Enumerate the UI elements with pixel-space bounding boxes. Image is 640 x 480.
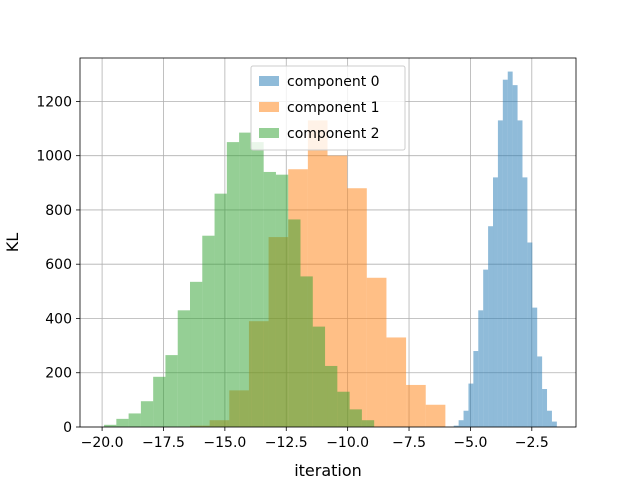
histogram-bar: [325, 365, 338, 427]
histogram-bar: [347, 188, 367, 427]
histogram-bar: [532, 307, 538, 427]
histogram-bar: [128, 413, 141, 427]
histogram-bar: [547, 410, 552, 427]
histogram-bar: [507, 71, 513, 428]
histogram-bar: [386, 337, 407, 427]
histogram-bar: [116, 418, 129, 427]
y-tick-label: 800: [45, 203, 72, 219]
legend-swatch: [259, 128, 279, 138]
legend-label: component 2: [287, 126, 380, 142]
histogram-bar: [493, 177, 498, 427]
histogram-bar: [458, 420, 464, 427]
histogram-bar: [488, 226, 494, 427]
histogram-bar: [349, 409, 362, 427]
histogram-bar: [551, 421, 557, 427]
histogram-bar: [327, 155, 348, 428]
histogram-bar: [190, 281, 203, 427]
histogram-bar: [512, 85, 518, 427]
x-tick-label: −5.0: [453, 435, 487, 451]
histogram-bar: [468, 383, 474, 427]
x-tick-label: −15.0: [203, 435, 246, 451]
histogram-bar: [300, 276, 313, 427]
y-tick-label: 1000: [36, 149, 72, 165]
histogram-bar: [517, 120, 523, 427]
histogram-bar: [453, 425, 459, 427]
histogram-bar: [177, 310, 191, 427]
legend-entry: component 2: [259, 126, 380, 142]
histogram-bar: [478, 310, 484, 427]
histogram-bar: [522, 177, 528, 427]
histogram-bar: [202, 235, 215, 427]
histogram-bar: [140, 401, 154, 427]
histogram-bar: [463, 410, 469, 427]
histogram-bar: [251, 142, 264, 427]
histogram-bar: [537, 356, 543, 427]
legend-label: component 1: [287, 100, 380, 116]
histogram-bar: [263, 171, 276, 427]
histogram-bar: [288, 219, 301, 427]
histogram-bar: [473, 351, 479, 427]
histogram-bar: [275, 174, 289, 427]
x-tick-label: −2.5: [515, 435, 549, 451]
axis-ticks: −20.0 −17.5 −15.0 −12.5 −10.0 −7.5 −5.0 −2.5 0 20…: [36, 94, 548, 451]
plot-frame: [79, 57, 577, 428]
legend-label: component 0: [287, 74, 380, 90]
legend-box: [250, 65, 406, 151]
histogram-bar: [527, 242, 533, 427]
histogram-bar: [337, 391, 350, 427]
histogram-bar: [239, 132, 252, 428]
histogram-bar: [366, 277, 387, 427]
x-axis-title: iteration: [294, 461, 362, 480]
x-tick-label: −17.5: [142, 435, 185, 451]
x-tick-label: −20.0: [81, 435, 124, 451]
y-tick-label: 400: [45, 311, 72, 327]
histogram-bar: [226, 142, 240, 427]
histogram-bar: [497, 120, 503, 427]
series-2-bars: [104, 132, 375, 428]
histogram-bar: [406, 384, 426, 427]
legend-swatch: [259, 76, 279, 86]
legend: component 0 component 1 component 2: [250, 65, 406, 151]
histogram-bar: [361, 420, 375, 427]
y-tick-label: 200: [45, 366, 72, 382]
histogram-bar: [165, 355, 178, 427]
histogram-bar: [425, 404, 446, 427]
histogram-bar: [542, 389, 548, 427]
histogram-bar: [312, 326, 326, 427]
y-tick-label: 600: [45, 257, 72, 273]
legend-entry: component 1: [259, 100, 380, 116]
x-tick-label: −10.0: [326, 435, 369, 451]
legend-entry: component 0: [259, 74, 380, 90]
histogram-bars: [104, 71, 557, 428]
y-tick-label: 1200: [36, 94, 72, 110]
histogram-bar: [214, 193, 227, 427]
x-tick-label: −7.5: [392, 435, 426, 451]
legend-swatch: [259, 102, 279, 112]
series-0-bars: [453, 71, 557, 428]
y-tick-label: 0: [63, 420, 72, 436]
x-tick-label: −12.5: [265, 435, 308, 451]
histogram-bar: [483, 269, 489, 427]
y-axis-title: KL: [3, 233, 22, 252]
histogram-bar: [502, 79, 508, 428]
histogram-bar: [104, 424, 117, 427]
histogram-bar: [153, 376, 166, 427]
